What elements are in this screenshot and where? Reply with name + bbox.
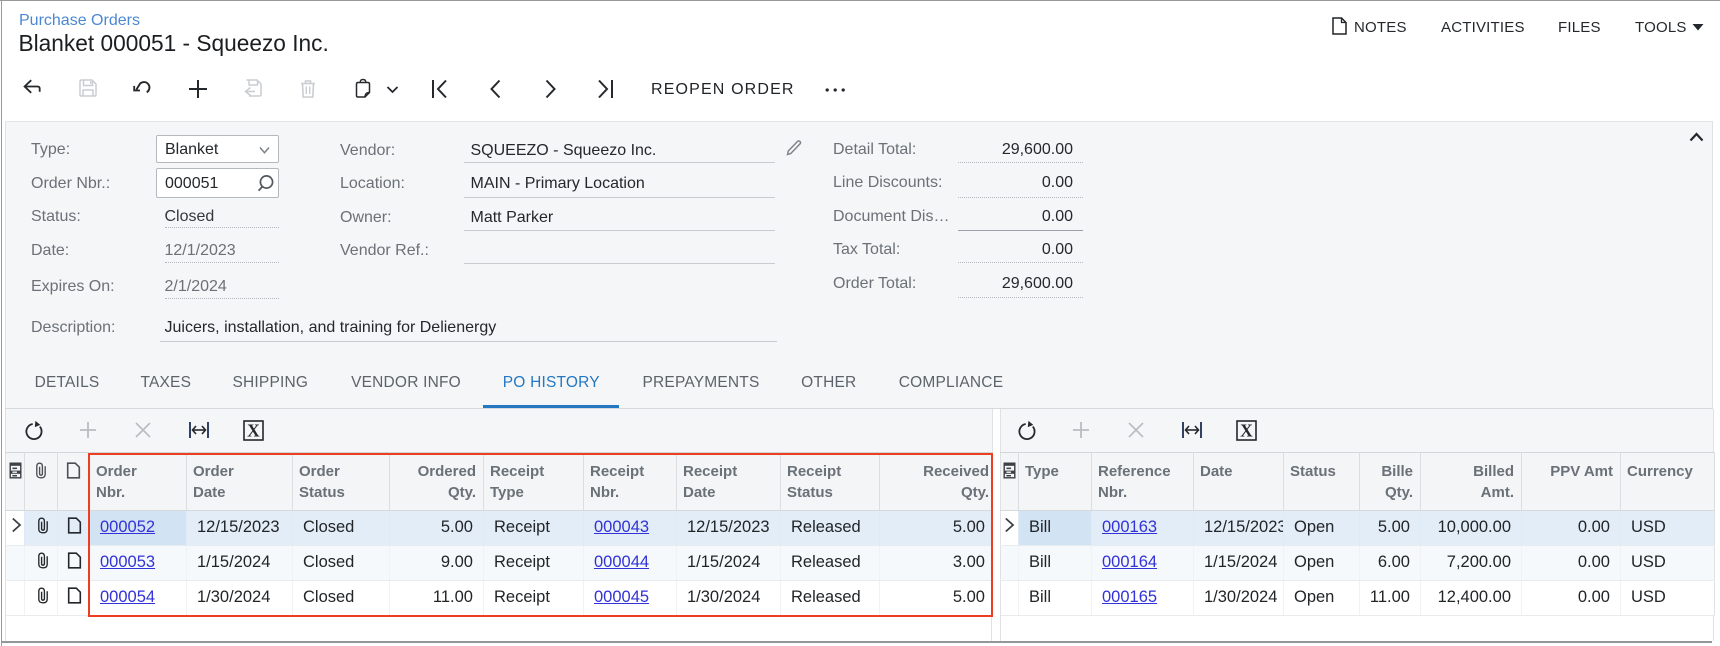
svg-text:X: X xyxy=(247,420,260,440)
svg-text:X: X xyxy=(1240,420,1253,440)
